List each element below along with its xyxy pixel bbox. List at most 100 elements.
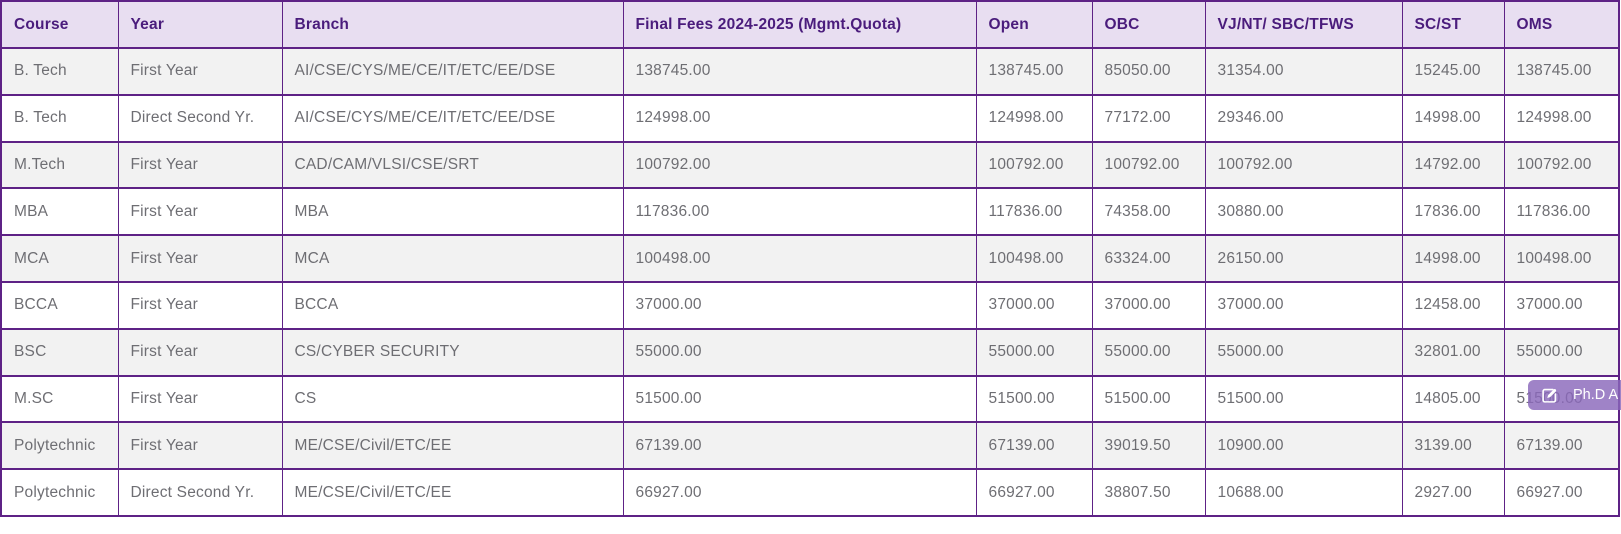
cell-course: MCA <box>0 235 119 282</box>
cell-branch: MCA <box>281 235 624 282</box>
cell-oms: 100792.00 <box>1503 141 1620 189</box>
cell-vjnt_sbc_tfws: 30880.00 <box>1204 188 1403 236</box>
cell-course: MBA <box>0 188 119 236</box>
cell-year: First Year <box>117 141 283 189</box>
table-row: BCCA First Year BCCA 37000.00 37000.00 37000.… <box>0 281 1620 329</box>
cell-oms: 55000.00 <box>1503 328 1620 376</box>
column-header-open: Open <box>975 1 1093 48</box>
cell-final_fees: 55000.00 <box>622 328 977 376</box>
cell-obc: 37000.00 <box>1091 281 1206 329</box>
cell-branch: AI/CSE/CYS/ME/CE/IT/ETC/EE/DSE <box>281 94 624 142</box>
cell-vjnt_sbc_tfws: 31354.00 <box>1204 48 1403 95</box>
cell-sc_st: 2927.00 <box>1401 469 1505 516</box>
column-header-course: Course <box>0 1 119 48</box>
cell-open: 37000.00 <box>975 281 1093 329</box>
cell-year: First Year <box>117 375 283 423</box>
cell-course: B. Tech <box>0 48 119 95</box>
cell-obc: 51500.00 <box>1091 375 1206 423</box>
cell-oms: 124998.00 <box>1503 94 1620 142</box>
cell-oms: 66927.00 <box>1503 469 1620 516</box>
cell-open: 124998.00 <box>975 94 1093 142</box>
cell-vjnt_sbc_tfws: 29346.00 <box>1204 94 1403 142</box>
cell-vjnt_sbc_tfws: 10688.00 <box>1204 469 1403 516</box>
cell-vjnt_sbc_tfws: 51500.00 <box>1204 375 1403 423</box>
cell-final_fees: 100792.00 <box>622 141 977 189</box>
cell-final_fees: 138745.00 <box>622 48 977 95</box>
column-header-final_fees: Final Fees 2024-2025 (Mgmt.Quota) <box>622 1 977 48</box>
cell-open: 67139.00 <box>975 422 1093 470</box>
cell-branch: ME/CSE/Civil/ETC/EE <box>281 422 624 470</box>
cell-sc_st: 3139.00 <box>1401 422 1505 470</box>
cell-year: First Year <box>117 188 283 236</box>
cell-vjnt_sbc_tfws: 100792.00 <box>1204 141 1403 189</box>
cell-year: First Year <box>117 48 283 95</box>
cell-year: Direct Second Yr. <box>117 94 283 142</box>
table-row: B. Tech First Year AI/CSE/CYS/ME/CE/IT/ETC… <box>0 48 1620 95</box>
cell-course: Polytechnic <box>0 422 119 470</box>
cell-branch: ME/CSE/Civil/ETC/EE <box>281 469 624 516</box>
cell-sc_st: 12458.00 <box>1401 281 1505 329</box>
cell-obc: 55000.00 <box>1091 328 1206 376</box>
cell-obc: 63324.00 <box>1091 235 1206 282</box>
table-row: Polytechnic First Year ME/CSE/Civil/ETC/EE… <box>0 422 1620 470</box>
edit-icon <box>1542 388 1557 403</box>
phd-badge-label: Ph.D A <box>1573 387 1619 403</box>
column-header-branch: Branch <box>281 1 624 48</box>
cell-course: Polytechnic <box>0 469 119 516</box>
cell-obc: 100792.00 <box>1091 141 1206 189</box>
cell-sc_st: 14998.00 <box>1401 94 1505 142</box>
header-row: Course Year Branch Final Fees 2024-2025 (Mg… <box>0 1 1620 48</box>
column-header-sc_st: SC/ST <box>1401 1 1505 48</box>
cell-branch: AI/CSE/CYS/ME/CE/IT/ETC/EE/DSE <box>281 48 624 95</box>
cell-branch: BCCA <box>281 281 624 329</box>
cell-open: 138745.00 <box>975 48 1093 95</box>
cell-sc_st: 15245.00 <box>1401 48 1505 95</box>
cell-obc: 85050.00 <box>1091 48 1206 95</box>
column-header-vjnt_sbc_tfws: VJ/NT/ SBC/TFWS <box>1204 1 1403 48</box>
cell-year: First Year <box>117 235 283 282</box>
cell-obc: 77172.00 <box>1091 94 1206 142</box>
cell-final_fees: 66927.00 <box>622 469 977 516</box>
cell-course: B. Tech <box>0 94 119 142</box>
table-row: M.Tech First Year CAD/CAM/VLSI/CSE/SRT 1007… <box>0 141 1620 189</box>
cell-obc: 38807.50 <box>1091 469 1206 516</box>
cell-oms: 67139.00 <box>1503 422 1620 470</box>
cell-final_fees: 100498.00 <box>622 235 977 282</box>
table-body: B. Tech First Year AI/CSE/CYS/ME/CE/IT/ETC… <box>0 48 1620 516</box>
cell-open: 100792.00 <box>975 141 1093 189</box>
phd-edit-badge[interactable]: Ph.D A <box>1528 380 1621 410</box>
cell-branch: CS/CYBER SECURITY <box>281 328 624 376</box>
cell-final_fees: 37000.00 <box>622 281 977 329</box>
cell-year: Direct Second Yr. <box>117 469 283 516</box>
cell-year: First Year <box>117 328 283 376</box>
cell-sc_st: 14792.00 <box>1401 141 1505 189</box>
cell-vjnt_sbc_tfws: 55000.00 <box>1204 328 1403 376</box>
cell-open: 66927.00 <box>975 469 1093 516</box>
table-row: Polytechnic Direct Second Yr. ME/CSE/Civil… <box>0 469 1620 516</box>
cell-branch: CS <box>281 375 624 423</box>
cell-open: 51500.00 <box>975 375 1093 423</box>
cell-final_fees: 124998.00 <box>622 94 977 142</box>
cell-open: 55000.00 <box>975 328 1093 376</box>
cell-final_fees: 67139.00 <box>622 422 977 470</box>
cell-oms: 138745.00 <box>1503 48 1620 95</box>
cell-vjnt_sbc_tfws: 26150.00 <box>1204 235 1403 282</box>
cell-final_fees: 117836.00 <box>622 188 977 236</box>
table-row: BSC First Year CS/CYBER SECURITY 55000.00 55… <box>0 328 1620 376</box>
column-header-year: Year <box>117 1 283 48</box>
cell-sc_st: 32801.00 <box>1401 328 1505 376</box>
cell-course: BSC <box>0 328 119 376</box>
cell-branch: CAD/CAM/VLSI/CSE/SRT <box>281 141 624 189</box>
cell-sc_st: 14805.00 <box>1401 375 1505 423</box>
table-row: M.SC First Year CS 51500.00 51500.00 51500.00… <box>0 375 1620 423</box>
cell-sc_st: 14998.00 <box>1401 235 1505 282</box>
cell-year: First Year <box>117 281 283 329</box>
cell-open: 100498.00 <box>975 235 1093 282</box>
cell-course: BCCA <box>0 281 119 329</box>
table-row: MCA First Year MCA 100498.00 100498.00 63324.… <box>0 235 1620 282</box>
cell-oms: 100498.00 <box>1503 235 1620 282</box>
cell-year: First Year <box>117 422 283 470</box>
fees-table: Course Year Branch Final Fees 2024-2025 (Mg… <box>0 0 1620 517</box>
cell-open: 117836.00 <box>975 188 1093 236</box>
cell-sc_st: 17836.00 <box>1401 188 1505 236</box>
